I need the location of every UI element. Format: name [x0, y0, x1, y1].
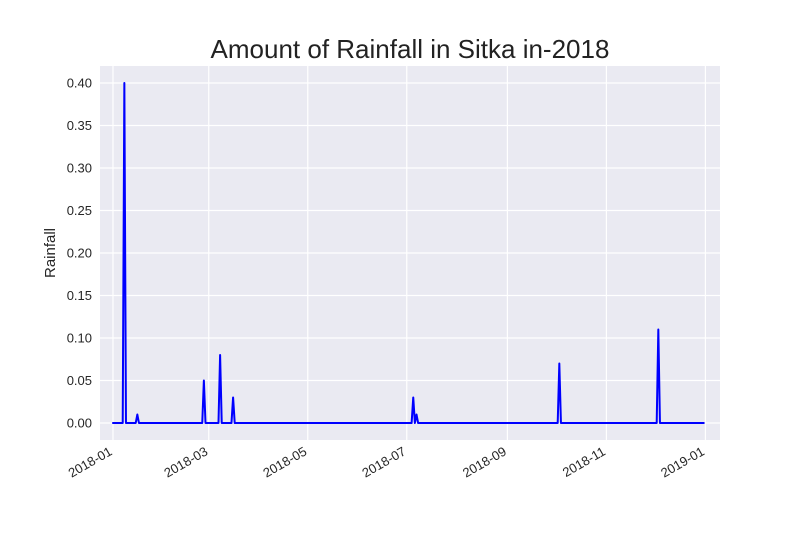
y-tick-label: 0.30 [67, 161, 92, 176]
grid-lines [100, 66, 720, 440]
y-tick-label: 0.00 [67, 416, 92, 431]
rainfall-series-line [111, 82, 705, 424]
chart-title: Amount of Rainfall in Sitka in-2018 [211, 34, 610, 64]
y-tick-label: 0.15 [67, 288, 92, 303]
y-tick-label: 0.20 [67, 246, 92, 261]
series-layer [111, 82, 705, 424]
y-axis-label: Rainfall [42, 228, 59, 278]
y-tick-label: 0.25 [67, 203, 92, 218]
y-tick-label: 0.10 [67, 331, 92, 346]
y-tick-label: 0.05 [67, 373, 92, 388]
y-tick-label: 0.35 [67, 118, 92, 133]
y-tick-label: 0.40 [67, 76, 92, 91]
y-axis-ticks: 0.00 0.05 0.10 0.15 0.20 0.25 0.30 0.35 0.40 [67, 76, 92, 431]
